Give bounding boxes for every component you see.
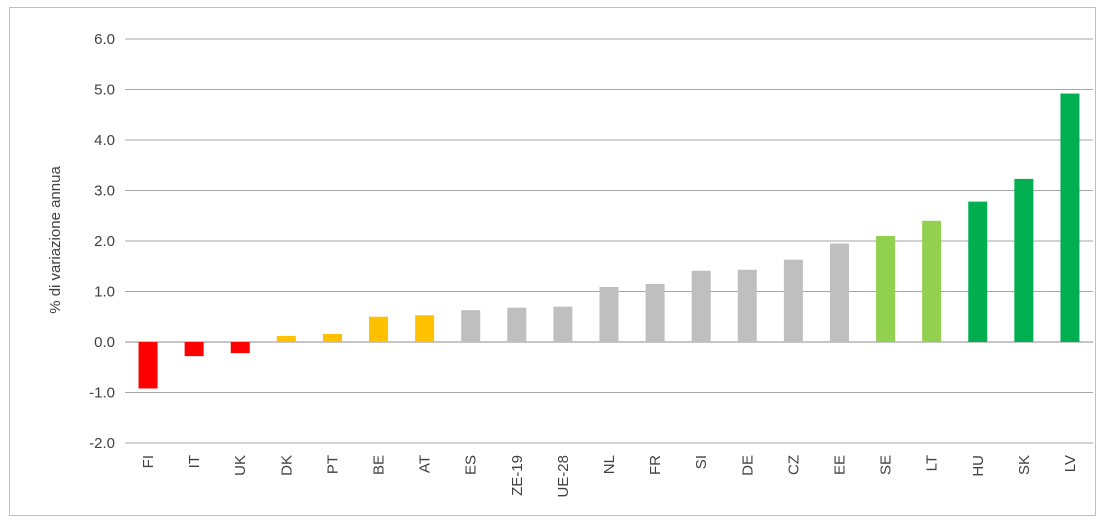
- bar-cz: [783, 259, 803, 342]
- bar-it: [184, 342, 204, 357]
- x-tick-label: CZ: [785, 455, 802, 475]
- x-tick-label: AT: [417, 455, 434, 473]
- x-tick-label: BE: [371, 455, 388, 475]
- x-tick-label: ES: [463, 455, 480, 475]
- y-tick-label: -1.0: [89, 385, 115, 402]
- y-axis-tick-labels: -2.0 -1.0 0.0 1.0 2.0 3.0 4.0 5.0 6.0: [89, 31, 115, 452]
- bar-dk: [276, 335, 296, 342]
- y-tick-label: 0.0: [94, 334, 115, 351]
- y-tick-label: 1.0: [94, 284, 115, 301]
- bar-at: [415, 315, 435, 342]
- x-tick-label: LT: [924, 455, 941, 471]
- x-tick-label: LV: [1062, 455, 1079, 472]
- bar-ue-28: [553, 306, 573, 342]
- bar-pt: [322, 333, 342, 342]
- bar-es: [461, 310, 481, 342]
- bar-ze-19: [507, 307, 527, 342]
- y-axis-label: % di variazione annua: [47, 166, 64, 314]
- bar-de: [737, 269, 757, 342]
- y-tick-label: 2.0: [94, 233, 115, 250]
- x-tick-label: SK: [1016, 455, 1033, 475]
- y-tick-label: 3.0: [94, 183, 115, 200]
- x-tick-label: IT: [186, 455, 203, 468]
- x-tick-label: FI: [140, 455, 157, 468]
- bar-hu: [968, 201, 988, 342]
- bar-fi: [138, 342, 158, 389]
- bar-fr: [645, 283, 665, 342]
- gridlines: [125, 38, 1093, 444]
- bar-be: [369, 316, 389, 342]
- x-tick-label: SI: [693, 455, 710, 469]
- x-tick-label: UE-28: [555, 455, 572, 498]
- bar-si: [691, 270, 711, 342]
- bar-ee: [829, 243, 849, 342]
- x-tick-label: NL: [601, 455, 618, 474]
- x-tick-label: FR: [647, 455, 664, 475]
- bar-lt: [922, 220, 942, 342]
- x-tick-label: DK: [278, 455, 295, 476]
- y-tick-label: 4.0: [94, 132, 115, 149]
- x-tick-label: ZE-19: [509, 455, 526, 496]
- chart-frame: [9, 7, 1096, 516]
- x-tick-label: DE: [739, 455, 756, 476]
- y-tick-label: 6.0: [94, 31, 115, 48]
- bars: [138, 93, 1080, 389]
- bar-se: [876, 235, 896, 342]
- x-tick-label: UK: [232, 455, 249, 476]
- y-tick-label: -2.0: [89, 435, 115, 452]
- y-tick-label: 5.0: [94, 82, 115, 99]
- x-tick-label: SE: [878, 455, 895, 475]
- bar-nl: [599, 286, 619, 342]
- bar-sk: [1014, 178, 1034, 342]
- x-axis-tick-labels: FI IT UK DK PT BE AT ES ZE-19 UE-28 NL FR SI DE CZ EE SE…: [140, 455, 1079, 498]
- bar-lv: [1060, 93, 1080, 342]
- x-tick-label: PT: [324, 455, 341, 474]
- bar-uk: [230, 342, 250, 354]
- x-tick-label: EE: [831, 455, 848, 475]
- x-tick-label: HU: [970, 455, 987, 477]
